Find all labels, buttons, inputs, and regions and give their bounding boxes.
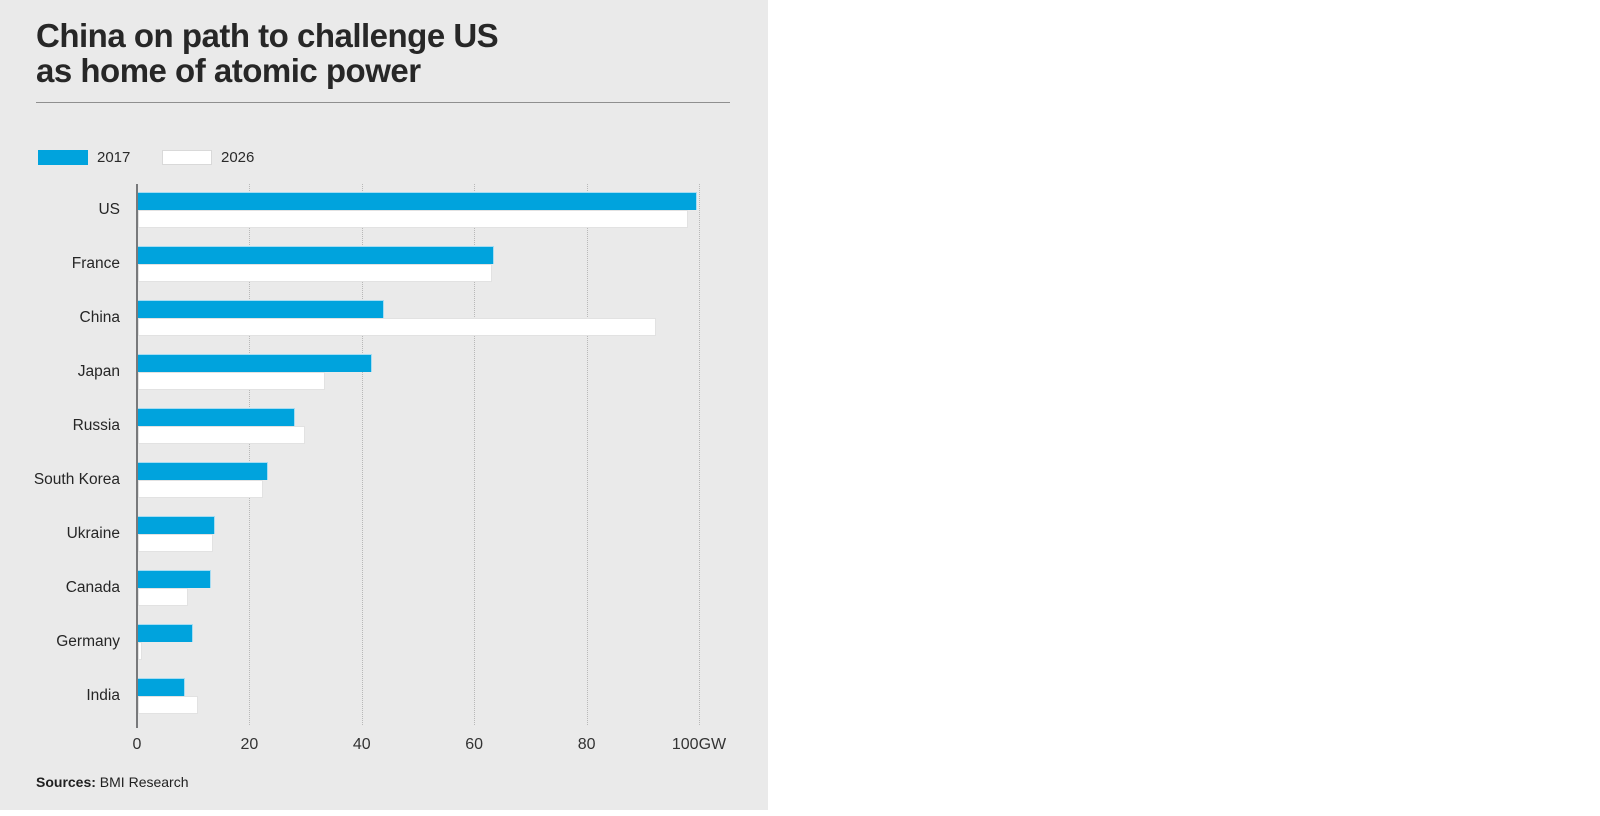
bar-2017-south-korea [138, 462, 268, 480]
gridline-100 [699, 184, 700, 725]
title-divider [36, 102, 730, 103]
bar-2026-china [138, 318, 657, 336]
bar-2017-us [138, 192, 698, 210]
category-label-us: US [98, 201, 120, 218]
bar-2026-japan [138, 372, 326, 390]
category-label-india: India [86, 687, 120, 704]
x-tick-label-0: 0 [132, 736, 142, 753]
gridline-40 [361, 184, 363, 725]
legend-swatch-2017 [38, 150, 88, 165]
bar-2017-canada [138, 570, 212, 588]
source-note: Sources: BMI Research [36, 774, 189, 790]
category-label-south-korea: South Korea [33, 471, 120, 488]
bar-2026-france [138, 264, 493, 282]
bar-2026-russia [138, 426, 306, 444]
category-label-japan: Japan [77, 363, 120, 380]
x-tick-label-100GW: 100GW [671, 736, 727, 753]
bar-2026-us [138, 210, 688, 228]
source-text: BMI Research [95, 774, 189, 790]
category-label-china: China [79, 309, 121, 326]
bar-2026-ukraine [138, 534, 214, 552]
bar-chart-plot-area: 0 20 40 60 80 100GW US France China Japan Russia So… [0, 0, 768, 810]
source-prefix: Sources: [36, 774, 96, 790]
bar-2017-france [138, 246, 494, 264]
bar-2017-russia [138, 408, 295, 426]
legend-label-2017: 2017 [97, 149, 131, 166]
bar-2026-south-korea [138, 480, 264, 498]
bar-2026-germany [138, 642, 143, 660]
chart-title-line1: China on path to challenge US [36, 17, 499, 54]
legend-label-2026: 2026 [221, 149, 255, 166]
legend-item-2017: 2017 [38, 149, 130, 166]
category-label-france: France [71, 255, 120, 272]
bar-2026-canada [138, 588, 189, 606]
chart-panel: China on path to challenge US as home of… [0, 0, 768, 810]
x-tick-label-80: 80 [577, 736, 596, 753]
category-label-germany: Germany [56, 633, 120, 650]
bar-2017-india [138, 678, 185, 696]
bar-2026-india [138, 696, 198, 714]
legend-swatch-2026 [162, 150, 212, 165]
x-tick-label-20: 20 [240, 736, 259, 753]
bar-2017-china [138, 300, 385, 318]
x-tick-label-60: 60 [465, 736, 484, 753]
gridline-80 [586, 184, 588, 725]
legend-item-2026: 2026 [162, 149, 254, 166]
bar-2017-germany [138, 624, 194, 642]
chart-title: China on path to challenge US as home of… [36, 18, 736, 88]
bar-2017-japan [138, 354, 373, 372]
gridline-20 [249, 184, 251, 725]
category-label-canada: Canada [65, 579, 120, 596]
category-label-russia: Russia [72, 417, 120, 434]
y-axis-line [136, 184, 138, 728]
category-label-ukraine: Ukraine [66, 525, 120, 542]
chart-title-line2: as home of atomic power [36, 52, 421, 89]
x-tick-label-40: 40 [352, 736, 371, 753]
bar-2017-ukraine [138, 516, 215, 534]
gridline-60 [474, 184, 476, 725]
